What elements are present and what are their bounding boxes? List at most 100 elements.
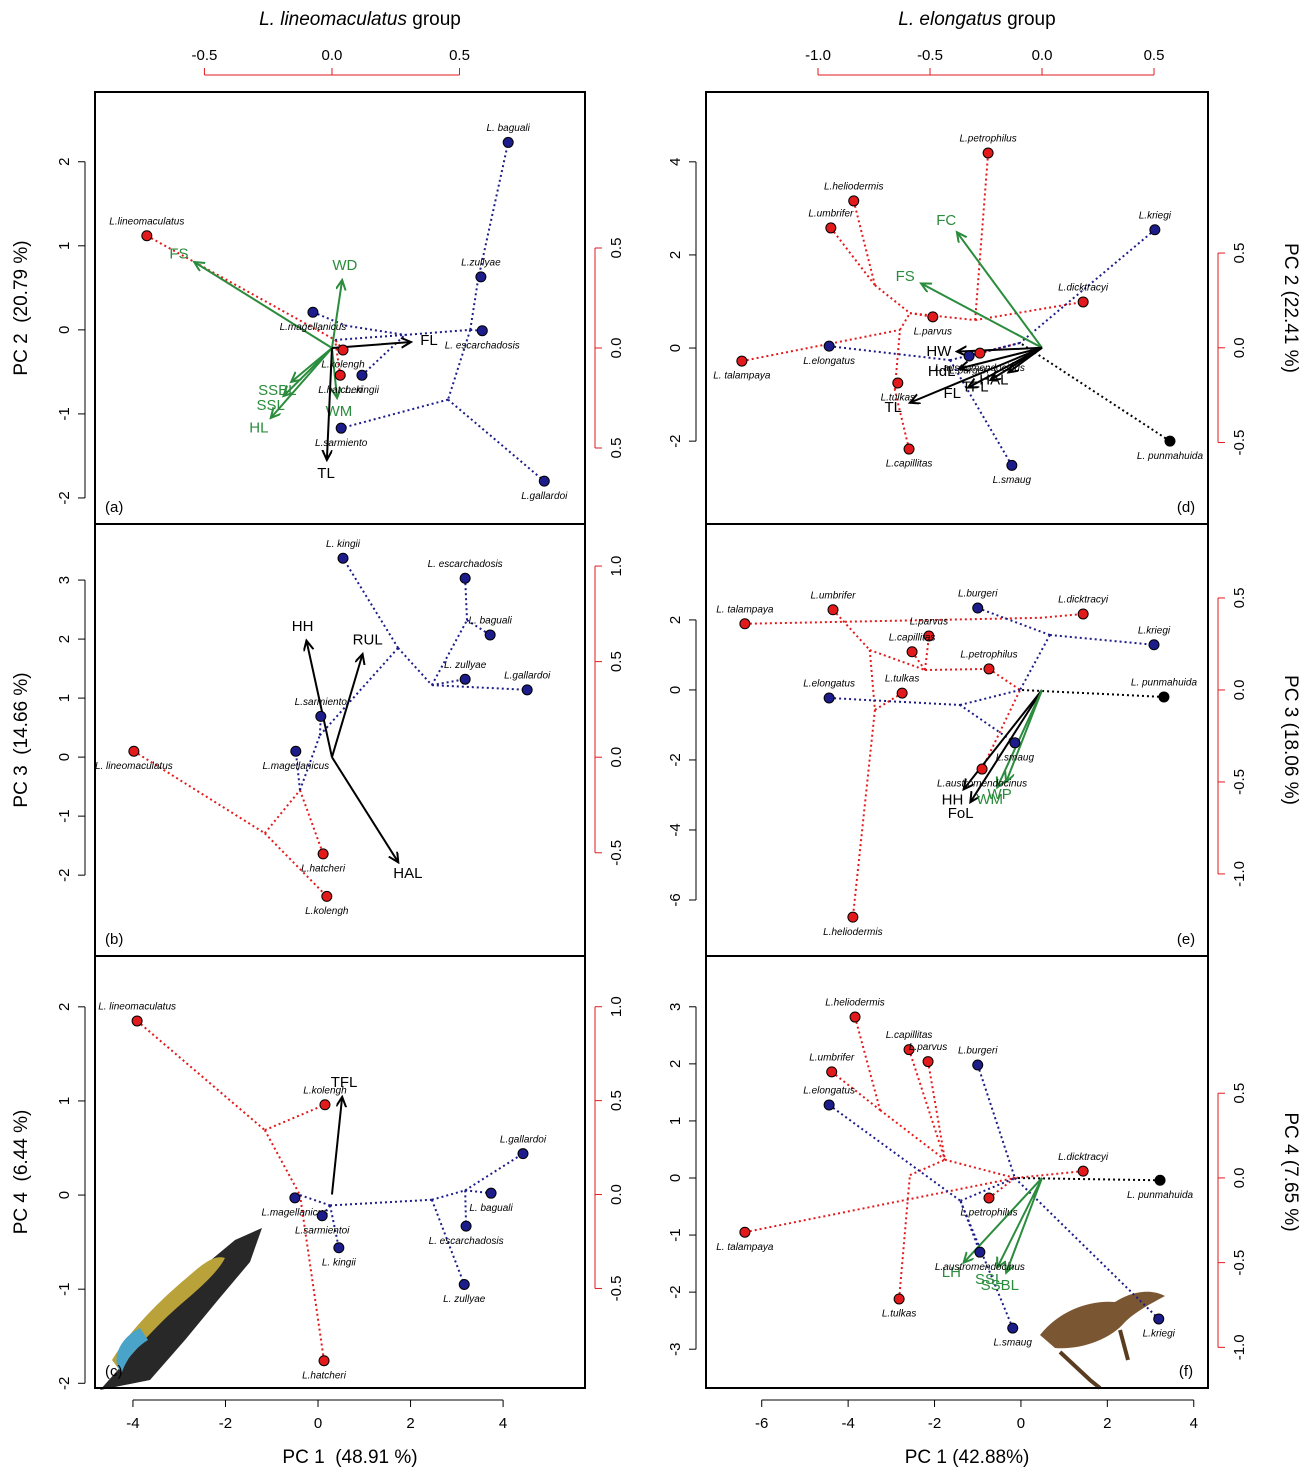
- species-label: L.zullyae: [461, 258, 501, 269]
- y-tick-label: 0: [56, 753, 73, 761]
- y-tick-label: 1: [56, 1097, 73, 1105]
- y-axis-title: PC 4 (7.65 %): [1280, 1112, 1301, 1231]
- arrow-label: FS: [169, 246, 188, 263]
- panel-label: (d): [1177, 499, 1195, 516]
- y-tick-label: 2: [56, 635, 73, 643]
- tree-branch: [334, 339, 342, 376]
- species-label: L.kolengh: [303, 1085, 347, 1096]
- loading-arrow: [306, 641, 333, 758]
- species-point: [974, 1246, 986, 1258]
- loading-arrow: [331, 756, 398, 862]
- species-label: L.parvus: [910, 617, 948, 628]
- y2-tick-label: 0.0: [608, 1184, 625, 1205]
- x2-tick-label: -1.0: [805, 47, 831, 64]
- species-point: [849, 1011, 861, 1023]
- species-label: L.burgeri: [958, 589, 998, 600]
- tree-branch: [397, 647, 433, 686]
- species-point: [128, 745, 140, 757]
- species-label: L. escarchadosis: [429, 1236, 504, 1247]
- y-tick-label: -2: [667, 753, 684, 766]
- species-point: [1158, 691, 1170, 703]
- y2-tick-label: 0.5: [608, 1090, 625, 1111]
- species-point: [974, 347, 986, 359]
- species-point: [315, 710, 327, 722]
- x2-tick-label: 0.5: [1144, 47, 1165, 64]
- tree-branch: [464, 578, 469, 621]
- species-point: [736, 355, 748, 367]
- species-label: L. punmahuida: [1127, 1190, 1194, 1201]
- species-label: L.dicktracyi: [1058, 1152, 1109, 1163]
- tree-branch: [868, 649, 876, 710]
- species-point: [321, 890, 333, 902]
- species-label: L.austromendocinus: [937, 779, 1027, 790]
- species-point: [922, 1056, 934, 1068]
- arrow-label: SSBL: [981, 1277, 1019, 1294]
- arrow-label: HdL: [928, 363, 956, 380]
- panel-frame: [94, 523, 586, 957]
- y2-tick-label: -1.0: [1231, 1334, 1248, 1360]
- y-tick-label: 2: [667, 616, 684, 624]
- species-point: [131, 1015, 143, 1027]
- tree-branch: [1014, 1177, 1160, 1320]
- species-label: L.hatcheri: [318, 385, 363, 396]
- tree-branch: [430, 1199, 466, 1285]
- loading-arrow: [997, 689, 1043, 788]
- title-suffix: group: [1007, 9, 1056, 30]
- tree-branch: [299, 1194, 331, 1207]
- arrow-label: TFL: [962, 378, 989, 395]
- x-tick-label: 0: [1017, 1415, 1025, 1432]
- tree-branch: [925, 667, 989, 671]
- tree-branch: [832, 609, 871, 651]
- species-label: L.heliodermis: [824, 182, 883, 193]
- species-label: L. baguali: [468, 616, 512, 627]
- species-label: L.umbrifer: [811, 590, 857, 601]
- species-label: L. kingii: [345, 385, 380, 396]
- x-tick-label: -2: [219, 1415, 232, 1432]
- y-tick-label: 1: [56, 242, 73, 250]
- x-axis-title: PC 1 (48.91 %): [282, 1447, 417, 1468]
- species-point: [739, 1226, 751, 1238]
- species-point: [1077, 1165, 1089, 1177]
- tree-branch: [974, 300, 1084, 322]
- species-point: [475, 271, 487, 283]
- species-point: [972, 602, 984, 614]
- tree-branch: [828, 1104, 962, 1202]
- species-point: [903, 443, 915, 455]
- tree-branch: [909, 312, 976, 322]
- tree-branch: [831, 1071, 881, 1111]
- y-tick-label: -1: [56, 1283, 73, 1296]
- species-point: [927, 311, 939, 323]
- tree-branch: [744, 1177, 1016, 1234]
- tree-branch: [988, 668, 1021, 691]
- species-label: L.magellanicus: [262, 761, 329, 772]
- y-tick-label: 2: [56, 1003, 73, 1011]
- tree-branch: [361, 334, 406, 376]
- loading-arrow: [997, 1177, 1043, 1268]
- tree-branch: [911, 651, 926, 671]
- species-label: L.austromendocinus: [935, 363, 1025, 374]
- species-label: L.dicktracyi: [1058, 595, 1109, 606]
- species-point: [1148, 639, 1160, 651]
- species-label: L.parvus: [909, 1042, 947, 1053]
- species-point: [1077, 608, 1089, 620]
- x-tick-label: 2: [406, 1415, 414, 1432]
- species-point: [484, 629, 496, 641]
- tree-branch: [334, 339, 344, 351]
- tree-branch: [893, 389, 911, 450]
- tree-branch: [264, 789, 301, 834]
- y2-tick-label: 0.5: [1231, 243, 1248, 264]
- species-point: [963, 350, 975, 362]
- y-axis-title: PC 3 (18.06 %): [1280, 675, 1301, 805]
- tree-branch: [1019, 229, 1156, 344]
- arrow-label: WM: [326, 403, 353, 420]
- species-label: L. baguali: [487, 123, 531, 134]
- species-point: [1077, 296, 1089, 308]
- y-tick-label: 2: [667, 1060, 684, 1068]
- loading-arrow: [330, 280, 342, 349]
- tree-branch: [447, 398, 545, 482]
- species-label: L. zullyae: [443, 1294, 486, 1305]
- column-title: L. lineomaculatus group: [259, 9, 461, 30]
- species-point: [739, 618, 751, 630]
- arrow-label: FL: [420, 332, 438, 349]
- species-label: L.tulkas: [882, 1309, 916, 1320]
